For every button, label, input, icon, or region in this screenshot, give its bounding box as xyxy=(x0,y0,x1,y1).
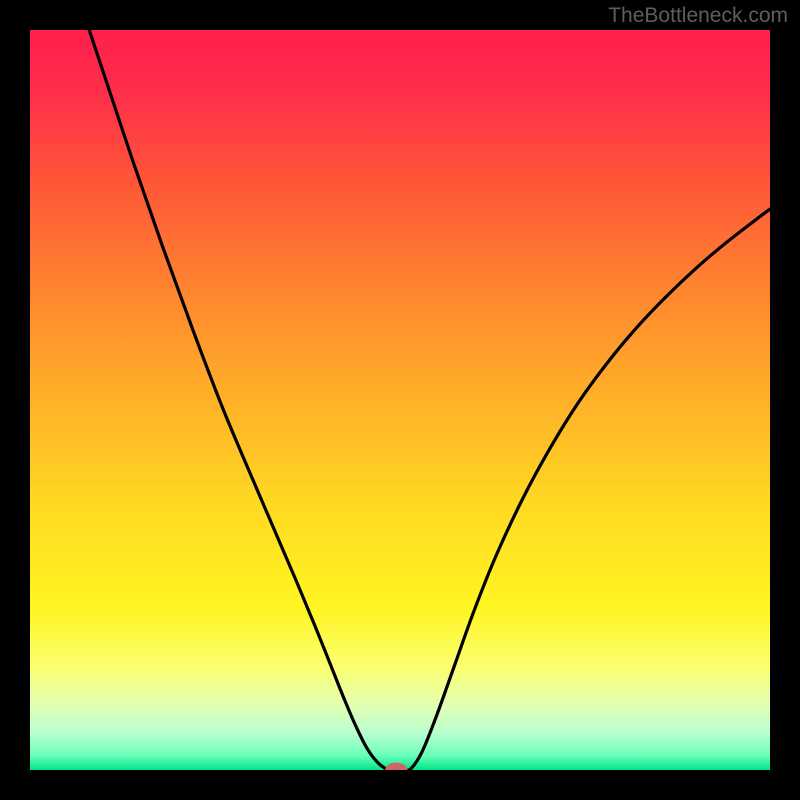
watermark-label: TheBottleneck.com xyxy=(608,4,788,28)
bottleneck-chart: TheBottleneck.com xyxy=(0,0,800,800)
chart-svg xyxy=(0,0,800,800)
